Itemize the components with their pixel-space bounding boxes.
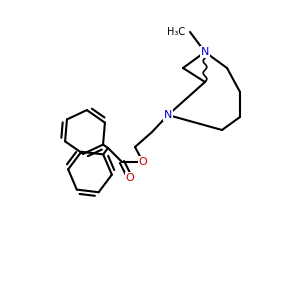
Text: O: O bbox=[126, 173, 134, 183]
Text: N: N bbox=[201, 47, 209, 57]
Text: O: O bbox=[139, 157, 147, 167]
Text: N: N bbox=[164, 110, 172, 120]
Text: H₃C: H₃C bbox=[167, 27, 185, 37]
